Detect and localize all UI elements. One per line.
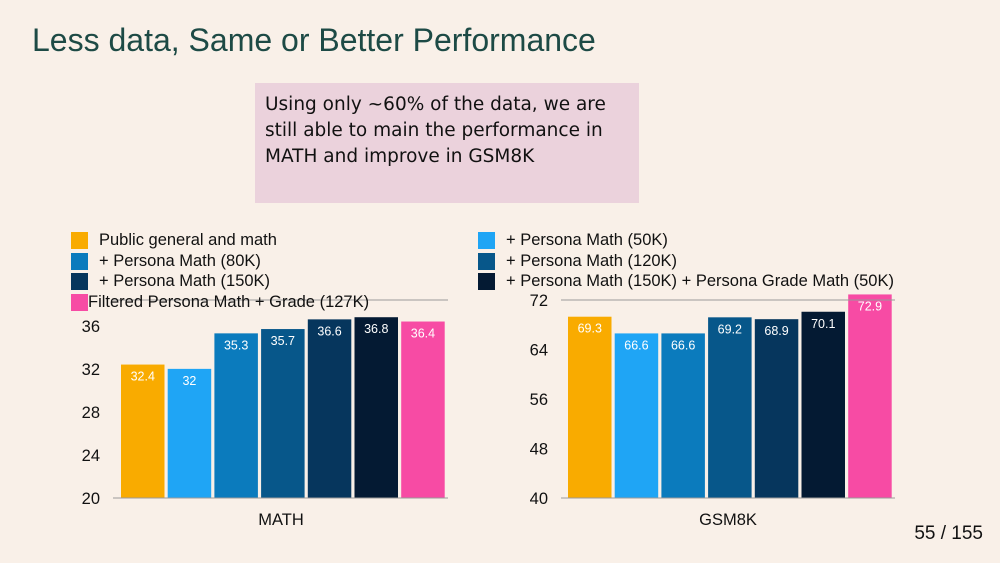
legend-item-persona-120k: + Persona Math (120K) <box>478 251 894 272</box>
bar <box>401 321 445 498</box>
legend-label: + Persona Math (50K) <box>506 230 668 249</box>
bar <box>661 333 705 498</box>
page-number: 55 / 155 <box>914 523 983 544</box>
legend-swatch <box>478 273 495 291</box>
data-label: 70.1 <box>811 317 835 331</box>
legend-item-persona-150k: + Persona Math (150K) <box>71 271 369 292</box>
legend-swatch <box>71 231 88 249</box>
y-tick-label: 48 <box>530 441 548 459</box>
y-tick-label: 20 <box>82 490 100 508</box>
y-tick-label: 32 <box>82 361 100 379</box>
slide-title: Less data, Same or Better Performance <box>32 22 596 58</box>
legend-item-persona-150k-grade: + Persona Math (150K) + Persona Grade Ma… <box>478 271 894 292</box>
legend-item-persona-50k: + Persona Math (50K) <box>478 230 894 251</box>
bar <box>848 294 892 498</box>
data-label: 66.6 <box>624 338 648 352</box>
data-label: 36.4 <box>411 327 435 341</box>
data-label: 32 <box>182 374 196 388</box>
legend-swatch <box>71 273 88 291</box>
y-tick-label: 56 <box>530 391 548 409</box>
y-tick-label: 72 <box>530 292 548 310</box>
bar <box>708 317 752 498</box>
y-tick-label: 24 <box>82 447 100 465</box>
legend-swatch <box>71 293 88 311</box>
data-label: 35.3 <box>224 338 248 352</box>
legend-label: + Persona Math (80K) <box>99 251 261 270</box>
legend-right: + Persona Math (50K) + Persona Math (120… <box>478 230 894 292</box>
legend-item-persona-80k: + Persona Math (80K) <box>71 251 369 272</box>
bar <box>568 316 612 498</box>
data-label: 35.7 <box>271 334 295 348</box>
bar <box>354 317 398 498</box>
bar <box>167 368 212 498</box>
y-tick-label: 36 <box>82 318 100 336</box>
data-label: 69.3 <box>578 322 602 336</box>
bar <box>214 333 258 498</box>
data-label: 66.6 <box>671 338 695 352</box>
bar <box>801 311 845 498</box>
legend-swatch <box>478 252 495 270</box>
data-label: 36.6 <box>317 324 341 338</box>
legend-left: Public general and math + Persona Math (… <box>71 230 369 313</box>
legend-label: + Persona Math (150K) + Persona Grade Ma… <box>506 272 894 291</box>
legend-swatch <box>71 252 88 270</box>
legend-swatch <box>478 231 495 249</box>
callout-box: Using only ~60% of the data, we are stil… <box>255 83 639 203</box>
legend-label: + Persona Math (150K) <box>99 272 271 291</box>
y-tick-label: 64 <box>530 342 548 360</box>
legend-item-filtered: Filtered Persona Math + Grade (127K) <box>71 292 369 313</box>
y-tick-label: 28 <box>82 404 100 422</box>
legend-label: Public general and math <box>99 230 277 249</box>
data-label: 68.9 <box>764 324 788 338</box>
data-label: 69.2 <box>718 322 742 336</box>
legend-item-public: Public general and math <box>71 230 369 251</box>
legend-label: + Persona Math (120K) <box>506 251 678 270</box>
bar <box>261 329 305 498</box>
bar <box>121 364 165 498</box>
bar <box>307 319 352 498</box>
bar <box>754 319 799 498</box>
x-category-label: MATH <box>258 511 304 529</box>
bar <box>614 333 659 498</box>
x-category-label: GSM8K <box>699 511 757 529</box>
y-tick-label: 40 <box>530 490 548 508</box>
legend-label: Filtered Persona Math + Grade (127K) <box>88 292 370 311</box>
data-label: 32.4 <box>131 370 155 384</box>
data-label: 72.9 <box>858 299 882 313</box>
data-label: 36.8 <box>364 322 388 336</box>
